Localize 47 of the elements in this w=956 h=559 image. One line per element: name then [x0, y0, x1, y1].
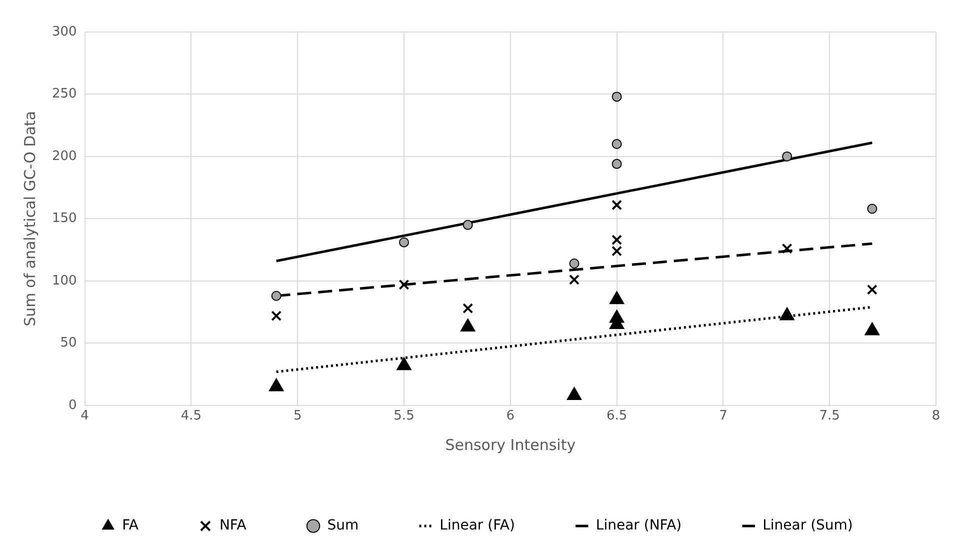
y-tick-label: 200 [52, 148, 77, 164]
point [398, 279, 410, 290]
y-tick-label: 50 [60, 336, 77, 351]
legend-label: Sum [327, 518, 359, 534]
point [782, 243, 792, 254]
x-tick-label: 5.5 [394, 408, 414, 424]
legend-label: Linear (Sum) [762, 518, 853, 534]
point [268, 378, 284, 392]
point [569, 258, 580, 269]
point [612, 92, 622, 102]
legend-label: NFA [219, 518, 247, 534]
point [569, 274, 580, 285]
point [867, 204, 878, 214]
x-tick-label: 6 [506, 408, 515, 424]
legend-label: FA [122, 518, 139, 534]
point [566, 386, 582, 400]
legend-label: Linear (FA) [440, 518, 515, 534]
y-axis-title: Sum of analytical GC-O Data [20, 111, 39, 326]
point [462, 220, 473, 230]
point [271, 310, 282, 322]
x-tick-label: 4 [80, 408, 89, 424]
x-tick-label: 7 [719, 408, 728, 424]
point [462, 303, 474, 314]
y-tick-label: 100 [52, 273, 77, 288]
point [460, 318, 476, 332]
point [609, 291, 624, 304]
y-tick-label: 250 [52, 86, 77, 102]
x-tick-label: 8 [932, 408, 940, 424]
x-tick-label: 5 [293, 408, 302, 424]
point [399, 237, 410, 248]
point [780, 307, 794, 320]
point [866, 284, 878, 295]
x-axis-title: Sensory Intensity [445, 436, 576, 454]
y-tick-label: 0 [68, 398, 77, 413]
x-tick-label: 6.5 [606, 408, 628, 424]
x-tick-label: 4.5 [180, 408, 202, 424]
point [782, 151, 792, 162]
legend-label: Linear (NFA) [596, 518, 682, 534]
y-tick-label: 300 [52, 24, 77, 40]
point [612, 158, 622, 169]
point [864, 322, 880, 336]
point [271, 290, 282, 301]
y-tick-label: 150 [52, 211, 77, 226]
point [612, 200, 622, 210]
point [396, 357, 412, 370]
point [612, 139, 622, 150]
x-tick-label: 7.5 [819, 408, 840, 424]
